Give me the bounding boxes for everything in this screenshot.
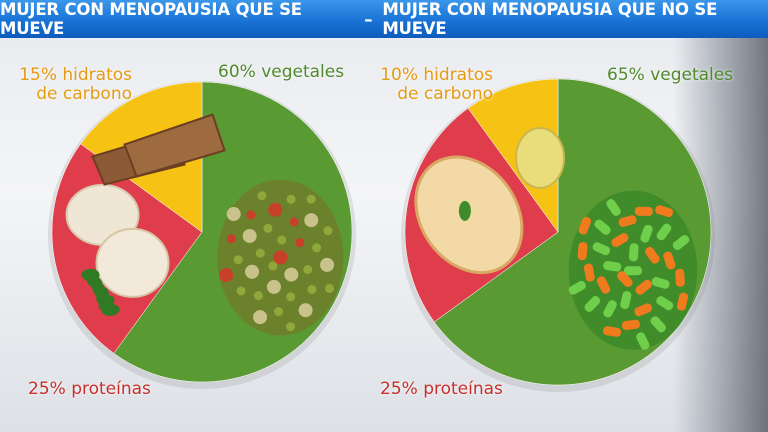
pea bbox=[255, 248, 265, 258]
carrot-piece bbox=[676, 292, 689, 311]
chicken-pieces-parsley-illustration bbox=[65, 183, 170, 316]
pea bbox=[284, 267, 299, 282]
pea bbox=[233, 255, 243, 265]
carrot-piece bbox=[617, 271, 633, 288]
pea bbox=[246, 210, 256, 220]
carrot-piece bbox=[596, 276, 611, 294]
green-bean-piece bbox=[606, 199, 621, 216]
green-bean-piece bbox=[620, 291, 632, 310]
green-bean-piece bbox=[636, 332, 650, 350]
label-left-hidratos: 15% hidratos de carbono bbox=[12, 66, 132, 104]
carrot-piece bbox=[634, 303, 653, 317]
pie-slice-right-2 bbox=[467, 78, 559, 233]
pea bbox=[257, 191, 267, 201]
label-left-proteinas: 25% proteínas bbox=[28, 379, 151, 399]
green-bean-piece bbox=[603, 261, 622, 272]
pea bbox=[304, 213, 319, 228]
pea bbox=[268, 202, 283, 217]
carrot-piece bbox=[635, 279, 652, 295]
label-right-hidratos: 10% hidratos de carbono bbox=[373, 66, 493, 104]
pie-chart-left bbox=[48, 81, 356, 389]
carrot-piece bbox=[577, 242, 588, 261]
pea bbox=[219, 268, 234, 283]
pea bbox=[277, 235, 287, 245]
pea bbox=[227, 234, 237, 244]
label-left-vegetales: 60% vegetales bbox=[218, 62, 345, 82]
green-bean-piece bbox=[603, 300, 617, 318]
green-bean-piece bbox=[640, 224, 653, 243]
label-left-hidratos-line1: 15% hidratos bbox=[19, 65, 132, 85]
pea bbox=[289, 217, 299, 227]
green-bean-piece bbox=[584, 296, 601, 312]
carrot-piece bbox=[634, 206, 653, 216]
parsley-leaf bbox=[101, 303, 120, 316]
pea bbox=[268, 261, 278, 271]
pea bbox=[295, 238, 305, 248]
pie-chart-right bbox=[401, 78, 715, 392]
label-right-proteinas: 25% proteínas bbox=[380, 379, 503, 399]
label-right-vegetales: 65% vegetales bbox=[607, 65, 734, 85]
green-bean-piece bbox=[628, 243, 639, 262]
pea bbox=[312, 243, 322, 253]
green-beans-carrots-illustration bbox=[568, 190, 698, 350]
bread-slice bbox=[123, 113, 226, 178]
pie-food-left bbox=[65, 113, 344, 336]
pea bbox=[236, 286, 246, 296]
pea bbox=[242, 228, 257, 243]
label-right-hidratos-line2: de carbono bbox=[397, 84, 493, 104]
title-separator: – bbox=[364, 9, 373, 29]
carrot-piece bbox=[583, 263, 595, 282]
potato bbox=[514, 126, 565, 189]
green-bean-piece bbox=[568, 280, 586, 295]
pea bbox=[307, 284, 317, 294]
pea bbox=[286, 194, 296, 204]
green-bean-piece bbox=[656, 223, 672, 241]
pea bbox=[226, 207, 241, 222]
pea bbox=[245, 264, 260, 279]
pea bbox=[273, 250, 288, 265]
title-left: MUJER CON MENOPAUSIA QUE SE MUEVE bbox=[0, 0, 302, 38]
pea bbox=[323, 226, 333, 236]
carrot-piece bbox=[621, 319, 640, 331]
pea bbox=[253, 310, 268, 325]
carrot-piece bbox=[663, 251, 676, 270]
title-right: MUJER CON MENOPAUSIA QUE NO SE MUEVE bbox=[382, 0, 718, 38]
label-right-hidratos-line1: 10% hidratos bbox=[380, 65, 493, 85]
green-bean-piece bbox=[656, 296, 674, 311]
chicken-piece bbox=[95, 227, 170, 298]
green-bean-piece bbox=[650, 316, 666, 333]
title-bar: MUJER CON MENOPAUSIA QUE SE MUEVE – MUJE… bbox=[0, 0, 768, 38]
pie-food-right bbox=[414, 126, 698, 350]
pea bbox=[306, 194, 316, 204]
pea bbox=[266, 279, 281, 294]
pea bbox=[320, 257, 335, 272]
pea bbox=[324, 283, 334, 293]
french-omelette-illustration bbox=[414, 155, 524, 275]
pea bbox=[286, 322, 296, 332]
carrot-piece bbox=[603, 326, 622, 337]
pea bbox=[263, 223, 273, 233]
green-bean-piece bbox=[672, 235, 690, 250]
carrot-piece bbox=[645, 246, 660, 264]
green-bean-piece bbox=[623, 266, 642, 276]
omelette-herb bbox=[458, 200, 471, 221]
carrot-piece bbox=[578, 216, 592, 235]
green-bean-piece bbox=[651, 277, 670, 289]
carrot-piece bbox=[655, 205, 674, 218]
pea bbox=[274, 307, 284, 317]
pea bbox=[298, 303, 313, 318]
green-bean-piece bbox=[594, 219, 611, 235]
peas-artichoke-stew-illustration bbox=[217, 179, 344, 336]
carrot-piece bbox=[675, 268, 685, 287]
pea bbox=[253, 291, 263, 301]
pea bbox=[286, 292, 296, 302]
pea bbox=[303, 265, 313, 275]
green-bean-piece bbox=[592, 242, 611, 256]
whole-wheat-bread-illustration bbox=[91, 113, 226, 186]
carrot-piece bbox=[618, 215, 637, 227]
boiled-potato-illustration bbox=[514, 126, 565, 189]
carrot-piece bbox=[611, 233, 629, 248]
label-left-hidratos-line2: de carbono bbox=[36, 84, 132, 104]
